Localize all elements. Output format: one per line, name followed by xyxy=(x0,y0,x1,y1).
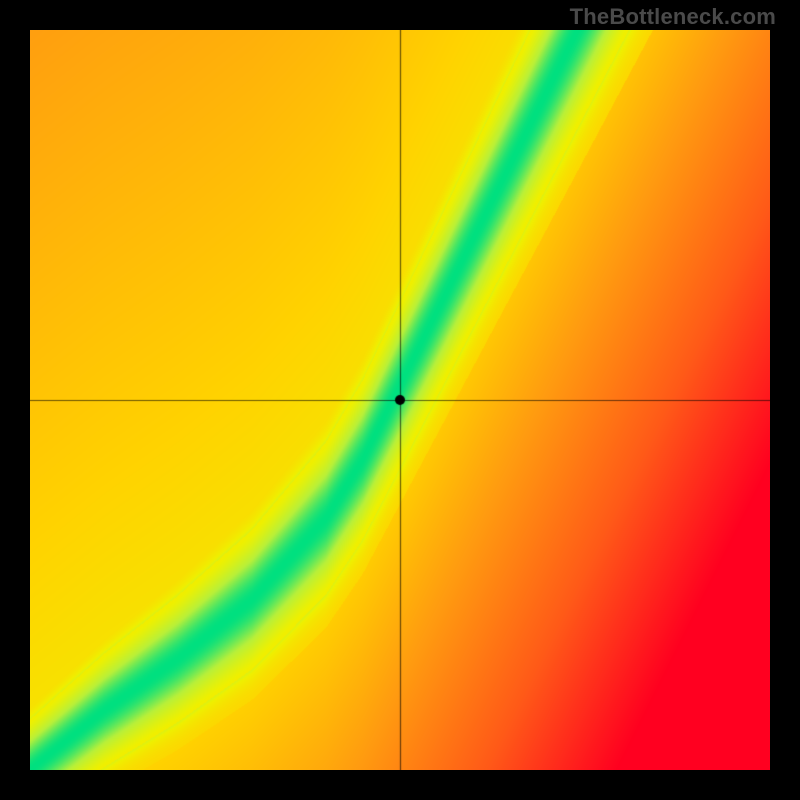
watermark-text: TheBottleneck.com xyxy=(570,4,776,30)
chart-frame: TheBottleneck.com xyxy=(0,0,800,800)
crosshair-overlay xyxy=(30,30,770,770)
